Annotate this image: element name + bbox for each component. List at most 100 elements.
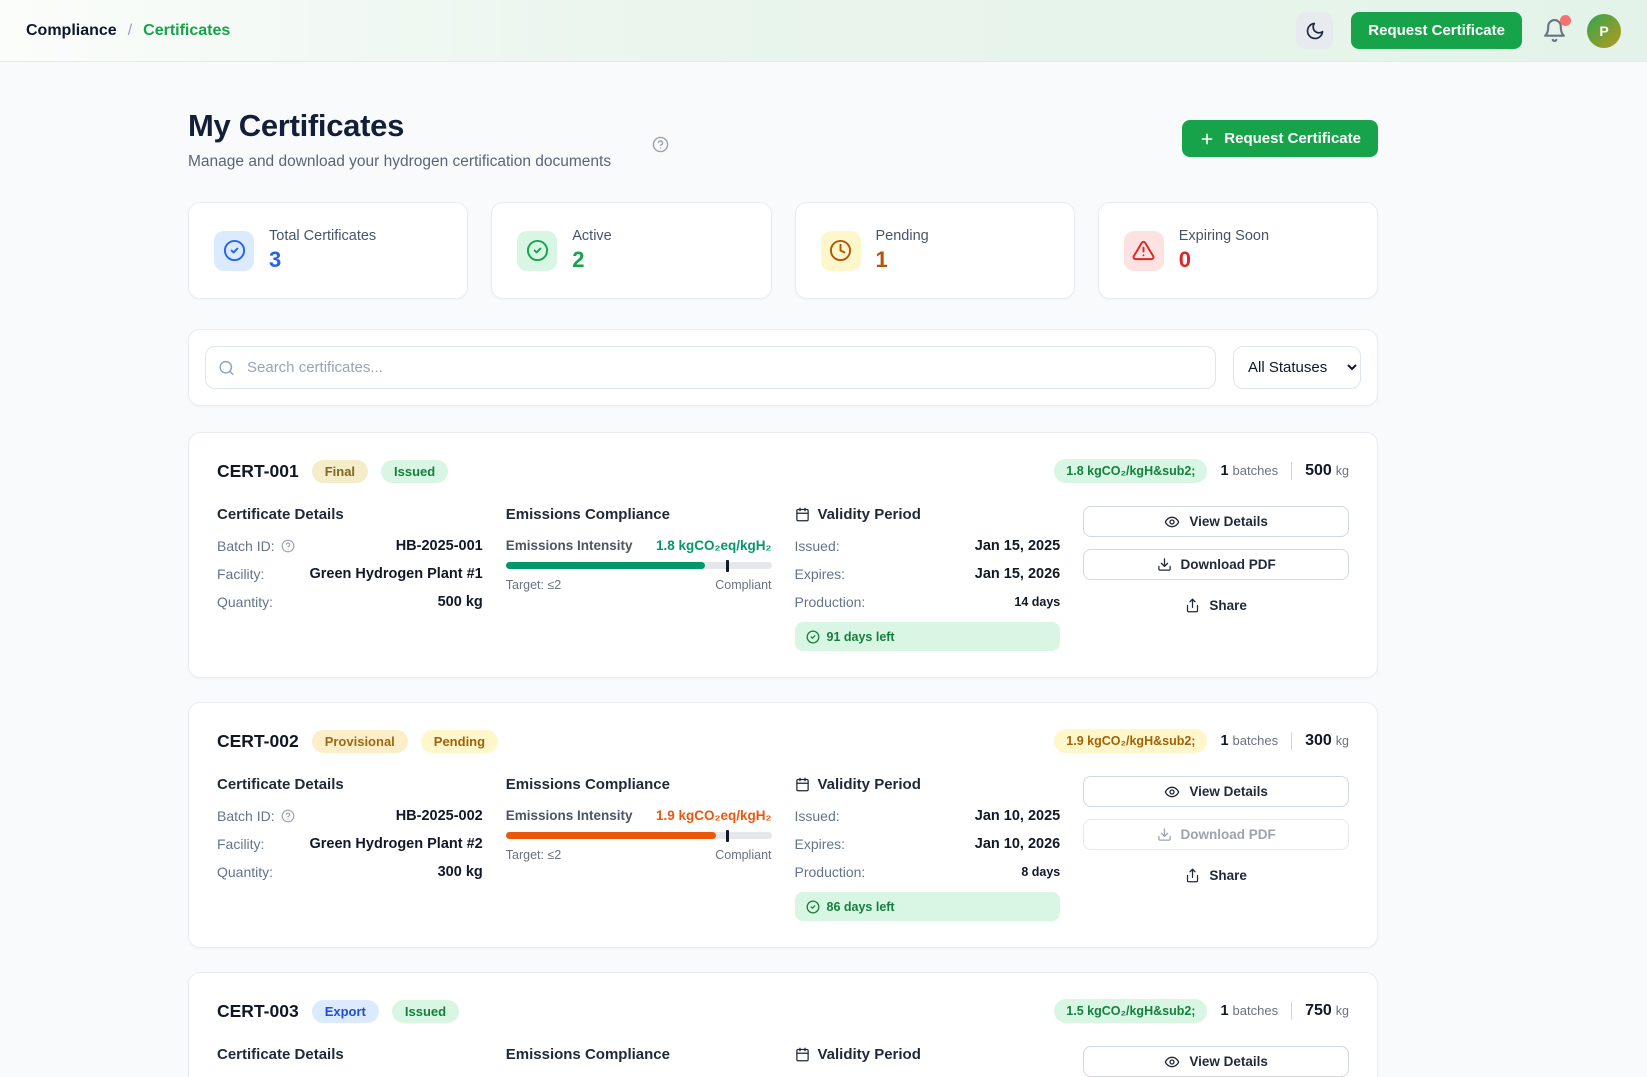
- check-circle-icon: [806, 900, 820, 914]
- quantity-label: Quantity:: [217, 594, 274, 610]
- expires-row: Expires: Jan 10, 2026: [795, 836, 1061, 852]
- actions-column: View Details Download PDF: [1083, 506, 1349, 651]
- header-request-certificate-button[interactable]: Request Certificate: [1351, 12, 1522, 49]
- certificate-header-right: 1.8 kgCO₂/kgH&sub2; 1 batches 500 kg: [1054, 459, 1349, 483]
- emissions-footer: Target: ≤2 Compliant: [506, 848, 772, 862]
- view-details-button[interactable]: View Details: [1083, 776, 1349, 807]
- issued-label: Issued:: [794, 538, 840, 554]
- stat-card-active: Active 2: [491, 202, 772, 299]
- stat-label: Expiring Soon: [1178, 228, 1270, 244]
- divider: [1291, 462, 1293, 480]
- download-pdf-button[interactable]: Download PDF: [1083, 549, 1349, 580]
- quantity-value: 300: [1305, 732, 1332, 749]
- details-heading: Certificate Details: [217, 506, 344, 523]
- alert-triangle-icon: [1123, 230, 1164, 271]
- details-heading: Certificate Details: [217, 776, 344, 793]
- certificate-header: CERT-002 Provisional Pending 1.9 kgCO₂/k…: [217, 729, 1349, 753]
- share-button[interactable]: Share: [1083, 592, 1349, 619]
- view-details-label: View Details: [1189, 1054, 1268, 1069]
- header-actions: Request Certificate P: [1296, 12, 1621, 49]
- avatar[interactable]: P: [1587, 13, 1621, 48]
- emissions-progress-fill: [505, 562, 706, 569]
- share-label: Share: [1209, 598, 1247, 613]
- stats-row: Total Certificates 3 Active 2 Pending 1: [188, 202, 1378, 299]
- stat-card-expiring: Expiring Soon 0: [1097, 202, 1378, 299]
- help-circle-icon[interactable]: [281, 539, 295, 553]
- batch-id-row: Batch ID: HB-2025-002: [217, 808, 483, 824]
- emissions-column: Emissions Compliance Emissions Intensity…: [505, 776, 772, 921]
- days-left-banner: 86 days left: [794, 892, 1061, 921]
- facility-value: Green Hydrogen Plant #2: [309, 836, 483, 852]
- emissions-intensity-value: 1.9 kgCO₂eq/kgH₂: [655, 808, 772, 823]
- certificate-id: CERT-003: [217, 1000, 299, 1021]
- batch-id-value: HB-2025-002: [395, 808, 483, 824]
- production-row: Production: 14 days: [795, 594, 1061, 610]
- stat-texts: Expiring Soon 0: [1179, 228, 1269, 273]
- search-input[interactable]: [205, 346, 1216, 389]
- expires-label: Expires:: [794, 566, 846, 582]
- quantity-unit: kg: [1335, 734, 1349, 748]
- emissions-target-marker: [726, 559, 729, 572]
- certificate-status-badge: Issued: [391, 999, 460, 1023]
- facility-row: Facility: Green Hydrogen Plant #1: [217, 566, 483, 582]
- help-circle-icon[interactable]: [652, 136, 669, 153]
- emissions-heading: Emissions Compliance: [505, 506, 670, 523]
- certificate-id: CERT-001: [217, 460, 299, 481]
- quantity-row: Quantity: 500 kg: [217, 594, 483, 610]
- calendar-icon: [795, 1047, 810, 1062]
- certificate-details-column: Certificate Details: [217, 1046, 483, 1077]
- batch-id-label-wrap: Batch ID:: [217, 538, 295, 554]
- view-details-button[interactable]: View Details: [1083, 1046, 1349, 1077]
- theme-toggle-button[interactable]: [1296, 12, 1334, 49]
- issued-value: Jan 15, 2025: [974, 538, 1061, 554]
- breadcrumb-section[interactable]: Compliance: [26, 21, 117, 39]
- certificate-header: CERT-003 Export Issued 1.5 kgCO₂/kgH&sub…: [217, 999, 1349, 1023]
- validity-heading-label: Validity Period: [817, 1046, 921, 1063]
- breadcrumb-current[interactable]: Certificates: [143, 21, 231, 39]
- emissions-intensity-label: Emissions Intensity: [505, 808, 633, 823]
- title-block: My Certificates Manage and download your…: [188, 108, 611, 171]
- certificate-card: CERT-002 Provisional Pending 1.9 kgCO₂/k…: [188, 702, 1378, 948]
- certificate-type-badge: Final: [311, 459, 369, 483]
- validity-heading: Validity Period: [795, 506, 1061, 523]
- download-pdf-label: Download PDF: [1180, 557, 1276, 572]
- header-request-certificate-label: Request Certificate: [1368, 22, 1505, 39]
- stat-texts: Pending 1: [876, 228, 929, 273]
- eye-icon: [1164, 1054, 1180, 1070]
- page-request-certificate-button[interactable]: Request Certificate: [1182, 120, 1378, 157]
- actions-column: View Details Download PDF: [1083, 776, 1349, 921]
- emissions-heading: Emissions Compliance: [505, 1046, 670, 1063]
- batch-id-row: Batch ID: HB-2025-001: [217, 538, 483, 554]
- expires-row: Expires: Jan 15, 2026: [795, 566, 1061, 582]
- quantity-summary: 500 kg: [1305, 462, 1349, 480]
- emissions-heading: Emissions Compliance: [505, 776, 670, 793]
- certificate-id: CERT-002: [217, 730, 299, 751]
- issued-label: Issued:: [794, 808, 840, 824]
- stat-card-total: Total Certificates 3: [188, 202, 469, 299]
- certificate-status-badge: Pending: [420, 729, 499, 753]
- title-row: My Certificates Manage and download your…: [188, 108, 1378, 171]
- avatar-initial: P: [1599, 22, 1609, 39]
- emissions-status: Compliant: [715, 848, 772, 862]
- download-pdf-button[interactable]: Download PDF: [1083, 819, 1349, 850]
- emissions-progress-fill: [505, 832, 716, 839]
- view-details-button[interactable]: View Details: [1083, 506, 1349, 537]
- production-value: 8 days: [1021, 865, 1061, 879]
- eye-icon: [1164, 514, 1180, 530]
- status-filter-select[interactable]: All Statuses: [1233, 346, 1361, 389]
- batch-id-value: HB-2025-001: [395, 538, 483, 554]
- batch-id-label-wrap: Batch ID:: [217, 808, 295, 824]
- production-label: Production:: [794, 864, 866, 880]
- certificate-header-right: 1.9 kgCO₂/kgH&sub2; 1 batches 300 kg: [1054, 729, 1349, 753]
- quantity-unit: kg: [1335, 464, 1349, 478]
- breadcrumb: Compliance / Certificates: [26, 22, 230, 40]
- help-circle-icon[interactable]: [281, 809, 295, 823]
- days-left-text: 91 days left: [826, 629, 895, 644]
- validity-column: Validity Period: [795, 1046, 1061, 1077]
- notifications-button[interactable]: [1540, 15, 1571, 45]
- main-content: My Certificates Manage and download your…: [188, 62, 1378, 1077]
- share-button[interactable]: Share: [1083, 862, 1349, 889]
- quantity-value: 500: [1305, 462, 1332, 479]
- emissions-column: Emissions Compliance: [506, 1046, 772, 1077]
- emissions-progress-bar: [505, 559, 772, 572]
